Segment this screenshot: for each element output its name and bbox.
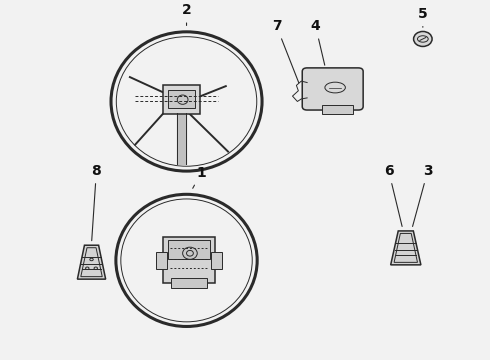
Text: 1: 1 [193,166,206,188]
FancyBboxPatch shape [156,252,167,269]
Ellipse shape [414,31,432,46]
FancyBboxPatch shape [302,68,363,110]
FancyBboxPatch shape [163,238,215,283]
Text: 4: 4 [311,19,325,65]
Text: 7: 7 [272,19,299,83]
FancyBboxPatch shape [163,85,200,114]
FancyBboxPatch shape [172,278,207,288]
FancyBboxPatch shape [168,240,210,259]
Text: 3: 3 [413,164,433,226]
Polygon shape [177,113,186,164]
FancyBboxPatch shape [211,252,222,269]
Text: 5: 5 [418,7,428,27]
Text: 2: 2 [182,3,192,26]
FancyBboxPatch shape [168,90,195,108]
Polygon shape [77,245,106,279]
Text: 8: 8 [92,164,101,241]
Polygon shape [391,231,421,265]
FancyBboxPatch shape [322,105,353,114]
Text: 6: 6 [384,164,402,226]
